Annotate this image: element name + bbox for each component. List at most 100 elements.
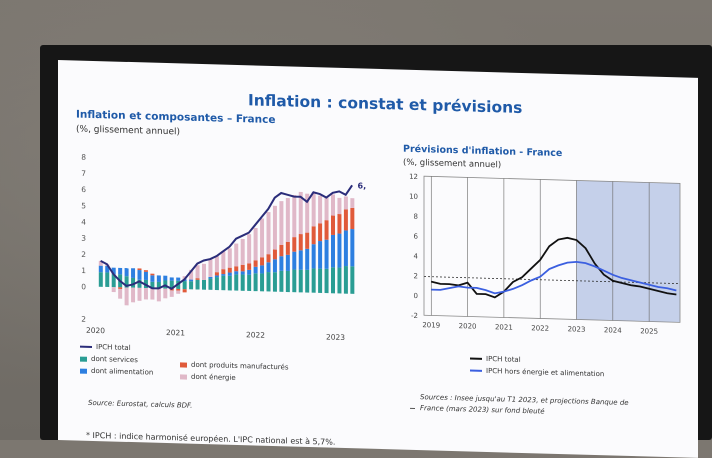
bar-2	[266, 254, 271, 263]
bar-2	[240, 264, 245, 272]
bar-1	[260, 265, 265, 274]
bar-3	[234, 243, 239, 267]
bar-1	[208, 276, 213, 279]
legend-energie: dont énergie	[180, 372, 236, 382]
bar-3	[214, 255, 219, 273]
ipch-total-line	[100, 184, 353, 290]
x-tick-label: 2022	[246, 330, 265, 340]
bar-3	[202, 263, 206, 281]
bar-2	[118, 287, 123, 290]
bar-1	[331, 234, 335, 268]
legend-services: dont services	[80, 355, 138, 364]
bar-3	[208, 259, 213, 277]
dash-mark	[410, 407, 415, 409]
bar-2	[298, 234, 303, 251]
x-tick-label: 2023	[568, 325, 586, 333]
bar-2	[253, 260, 258, 267]
bar-1	[131, 268, 136, 279]
left-inflation-components-chart: 2 0 1 2 3 4 5 6 7 8 2020 2021 2022 2023 6,7*	[81, 153, 366, 342]
right-chart-source: Sources : Insee jusqu'au T1 2023, et pro…	[420, 393, 629, 416]
bar-0	[350, 266, 355, 294]
bar-2	[350, 207, 355, 230]
x-tick-label: 2021	[166, 328, 185, 338]
bar-0	[279, 270, 284, 292]
bar-0	[311, 268, 316, 293]
bar-1	[279, 256, 284, 271]
bar-3	[292, 194, 297, 238]
bar-2	[221, 269, 226, 275]
bar-1	[189, 279, 194, 282]
legend-forecast-total: IPCH total	[470, 355, 521, 364]
bar-3	[272, 205, 277, 250]
y-tick-label: 7	[81, 169, 86, 178]
bar-1	[272, 259, 277, 273]
bar-2	[331, 215, 335, 236]
slide-title: Inflation : constat et prévisions	[248, 91, 523, 117]
bar-2	[343, 209, 348, 231]
bar-2	[150, 273, 155, 276]
plot-frame	[423, 175, 681, 323]
forecast-shading	[576, 180, 680, 323]
bar-3	[331, 194, 335, 216]
bar-0	[105, 272, 110, 288]
bar-1	[169, 277, 174, 281]
bar-0	[247, 274, 252, 291]
bar-0	[292, 269, 297, 293]
bar-3	[260, 218, 265, 258]
bar-2	[214, 272, 219, 276]
x-tick-label: 2022	[531, 324, 549, 332]
bar-2	[247, 263, 252, 270]
y-tick-label: 0	[414, 292, 418, 300]
bar-2	[227, 267, 232, 273]
bar-0	[189, 281, 194, 290]
bar-1	[253, 266, 258, 274]
bar-3	[176, 290, 181, 294]
bar-1	[292, 251, 297, 270]
bar-3	[195, 265, 200, 279]
bar-1	[266, 262, 271, 273]
bar-0	[221, 275, 226, 291]
y-tick-label: 2	[414, 272, 418, 280]
bar-2	[292, 237, 297, 252]
y-tick-label: 12	[409, 173, 418, 181]
bar-3	[337, 197, 342, 215]
bar-0	[331, 267, 335, 294]
bar-1	[150, 275, 155, 282]
bar-1	[324, 239, 329, 269]
bar-2	[311, 226, 316, 245]
bar-3	[298, 191, 303, 235]
y-tick-label: 4	[414, 252, 419, 260]
y-tick-label: 6	[414, 233, 419, 241]
bar-0	[182, 280, 187, 290]
slide-footnote: * IPCH : indice harmonisé européen. L'IP…	[86, 430, 336, 447]
bar-0	[272, 272, 277, 292]
bar-0	[298, 269, 303, 293]
right-inflation-forecast-chart: 2019 2020 2021 2022 2023 2024 2025 -2 0 2 4 6 8 10 12	[409, 173, 681, 336]
bar-3	[343, 196, 348, 210]
bar-2	[337, 214, 342, 234]
y-tick-label: 1	[81, 266, 86, 275]
bar-3	[150, 288, 155, 300]
y-tick-label: 2	[81, 315, 86, 324]
bar-0	[234, 274, 239, 291]
bar-1	[156, 275, 161, 282]
bar-0	[318, 268, 323, 293]
bar-3	[118, 288, 123, 299]
bar-2	[279, 244, 284, 257]
bar-0	[202, 279, 206, 290]
right-chart-title: Prévisions d'inflation - France	[403, 143, 563, 160]
bar-0	[253, 273, 258, 292]
ipch-core-line	[431, 260, 677, 295]
bar-2	[324, 220, 329, 240]
bar-0	[150, 281, 155, 289]
bar-3	[143, 288, 148, 300]
legend-alimentation: dont alimentation	[80, 367, 153, 377]
bar-3	[221, 251, 226, 270]
left-chart-subtitle: (%, glissement annuel)	[76, 124, 180, 138]
bar-2	[272, 249, 277, 260]
bar-0	[266, 271, 271, 292]
bar-3	[324, 197, 329, 221]
bar-1	[221, 273, 226, 276]
bar-0	[285, 270, 290, 293]
tv-screen: Inflation : constat et prévisions Inflat…	[58, 60, 698, 458]
